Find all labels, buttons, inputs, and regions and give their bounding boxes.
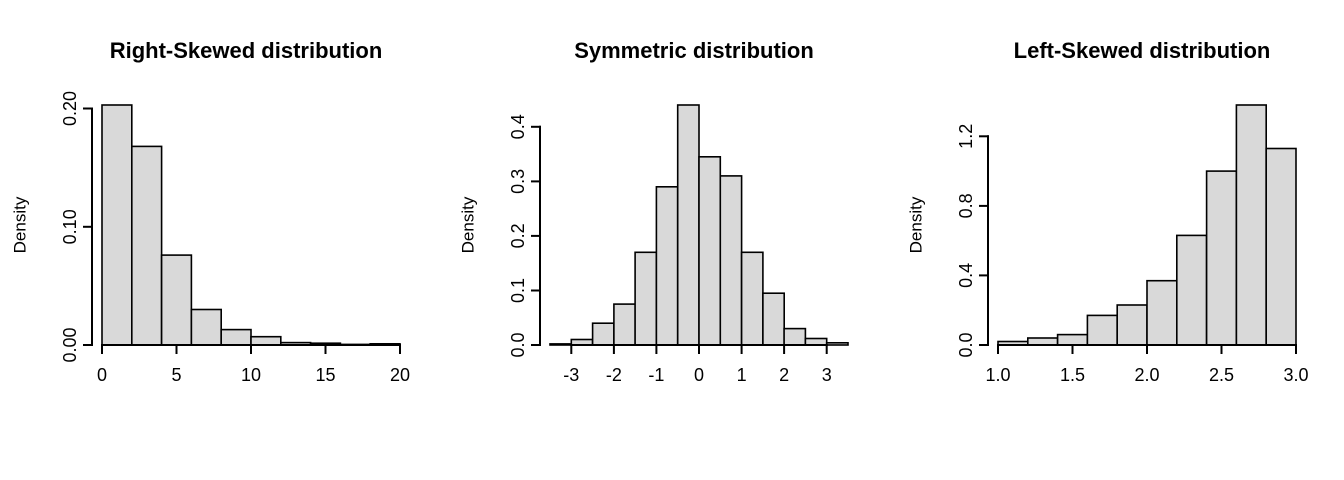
histogram-bar [190, 308, 222, 346]
histogram-bar [655, 186, 679, 346]
x-axis-tick-label: 0 [97, 365, 107, 385]
histogram-bar [1027, 337, 1059, 346]
y-axis-label: Density [907, 196, 926, 253]
x-axis-tick-label: -2 [606, 365, 622, 385]
x-axis-tick-label: 20 [390, 365, 410, 385]
histogram-bar [1235, 104, 1267, 346]
x-axis-tick-label: 2.5 [1209, 365, 1234, 385]
x-axis-tick-label: 3 [822, 365, 832, 385]
histogram-bar [1086, 314, 1118, 346]
histogram-bar [698, 156, 722, 346]
y-axis-tick-label: 0.4 [508, 114, 528, 139]
histogram-bar [131, 145, 163, 346]
y-axis-tick-label: 1.2 [956, 124, 976, 149]
y-axis-label: Density [459, 196, 478, 253]
x-axis-tick-label: 1.0 [985, 365, 1010, 385]
chart-title: Left-Skewed distribution [1014, 38, 1271, 63]
right-skewed-histogram: Right-Skewed distribution Density 0 5 10 15 20… [11, 38, 411, 385]
x-axis-tick-label: 1 [737, 365, 747, 385]
chart-title: Right-Skewed distribution [110, 38, 383, 63]
x-axis-tick-label: -3 [563, 365, 579, 385]
y-axis-label: Density [11, 196, 30, 253]
histogram-bar [1056, 333, 1089, 346]
y-axis-tick-label: 0.20 [60, 91, 80, 126]
histogram-bar [1175, 234, 1208, 346]
chart-title: Symmetric distribution [574, 38, 814, 63]
histogram-bar [549, 343, 573, 346]
x-axis-tick-label: 10 [241, 365, 261, 385]
histogram-bar [250, 335, 282, 346]
histogram-bar [220, 328, 252, 346]
histogram-bar [1205, 170, 1238, 346]
symmetric-histogram: Symmetric distribution Density -3 -2 -1 0 1 2 3 0… [459, 38, 849, 385]
histogram-bar [740, 251, 764, 346]
x-axis-tick-label: 3.0 [1283, 365, 1308, 385]
x-axis-tick-label: 15 [315, 365, 335, 385]
histogram-bar [160, 254, 193, 346]
x-axis-tick-label: 1.5 [1060, 365, 1085, 385]
histogram-bar [783, 327, 807, 346]
y-axis-tick-label: 0.0 [956, 332, 976, 357]
histogram-bar [101, 104, 133, 346]
histogram-bar [613, 303, 636, 346]
y-axis-tick-label: 0.00 [60, 327, 80, 362]
y-axis-tick-label: 0.4 [956, 263, 976, 288]
y-axis-tick-label: 0.3 [508, 169, 528, 194]
histogram-bar [676, 104, 700, 346]
x-axis-tick-label: 2.0 [1134, 365, 1159, 385]
histogram-bar [719, 175, 743, 346]
left-skewed-histogram: Left-Skewed distribution Density 1.0 1.5 2.0… [907, 38, 1309, 385]
x-axis-tick-label: 2 [779, 365, 789, 385]
histogram-bar [1116, 304, 1148, 346]
histogram-bar [591, 322, 615, 346]
x-axis-tick-label: 0 [694, 365, 704, 385]
y-axis-tick-label: 0.1 [508, 278, 528, 303]
histogram-bar [634, 251, 658, 346]
y-axis-tick-label: 0.0 [508, 332, 528, 357]
histogram-bar [1265, 147, 1297, 346]
histogram-bar [762, 292, 785, 346]
x-axis-tick-label: -1 [648, 365, 664, 385]
y-axis-tick-label: 0.10 [60, 209, 80, 244]
histogram-bar [825, 341, 849, 346]
x-axis-tick-label: 5 [171, 365, 181, 385]
histogram-bar [1146, 279, 1178, 346]
y-axis-tick-label: 0.8 [956, 193, 976, 218]
y-axis-tick-label: 0.2 [508, 223, 528, 248]
